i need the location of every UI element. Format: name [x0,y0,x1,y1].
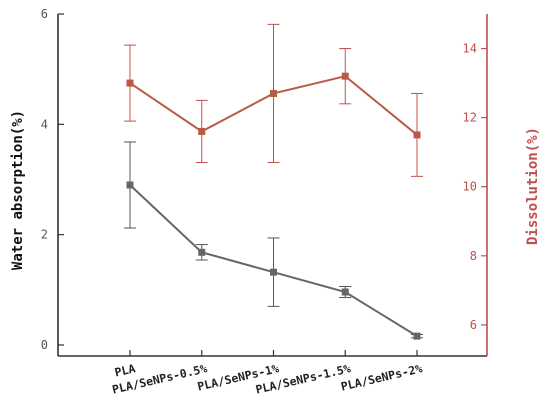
left-tick-label: 0 [41,338,48,352]
right-y-axis-label: Dissolution(%) [525,127,541,245]
x-ticks: PLAPLA/SeNPs-0.5%PLA/SeNPs-1%PLA/SeNPs-1… [111,350,424,397]
left-tick-label: 2 [41,228,48,242]
series-dissolution [124,23,423,177]
data-point [270,268,277,276]
data-point [126,79,134,87]
data-point [270,89,277,97]
x-tick-label: PLA/SeNPs-2% [340,361,424,393]
data-point [413,332,421,340]
data-point [198,127,206,135]
data-point [341,288,349,296]
right-tick-label: 8 [470,249,477,263]
data-point [413,131,421,139]
right-tick-label: 14 [463,42,477,56]
x-tick-label: PLA [113,361,136,379]
data-point [198,248,206,256]
left-tick-label: 6 [41,7,48,21]
right-tick-label: 6 [470,318,477,332]
left-y-axis-label: Water absorption(%) [10,110,26,270]
right-tick-label: 10 [463,180,477,194]
left-ticks: 0 2 4 6 [41,7,64,352]
right-tick-label: 12 [463,111,477,125]
series-layer [124,23,423,340]
data-point [341,72,349,80]
data-point [126,181,134,189]
series-water-absorption [124,141,423,340]
left-tick-label: 4 [41,117,48,131]
right-ticks: 6 8 10 12 14 [463,42,487,332]
